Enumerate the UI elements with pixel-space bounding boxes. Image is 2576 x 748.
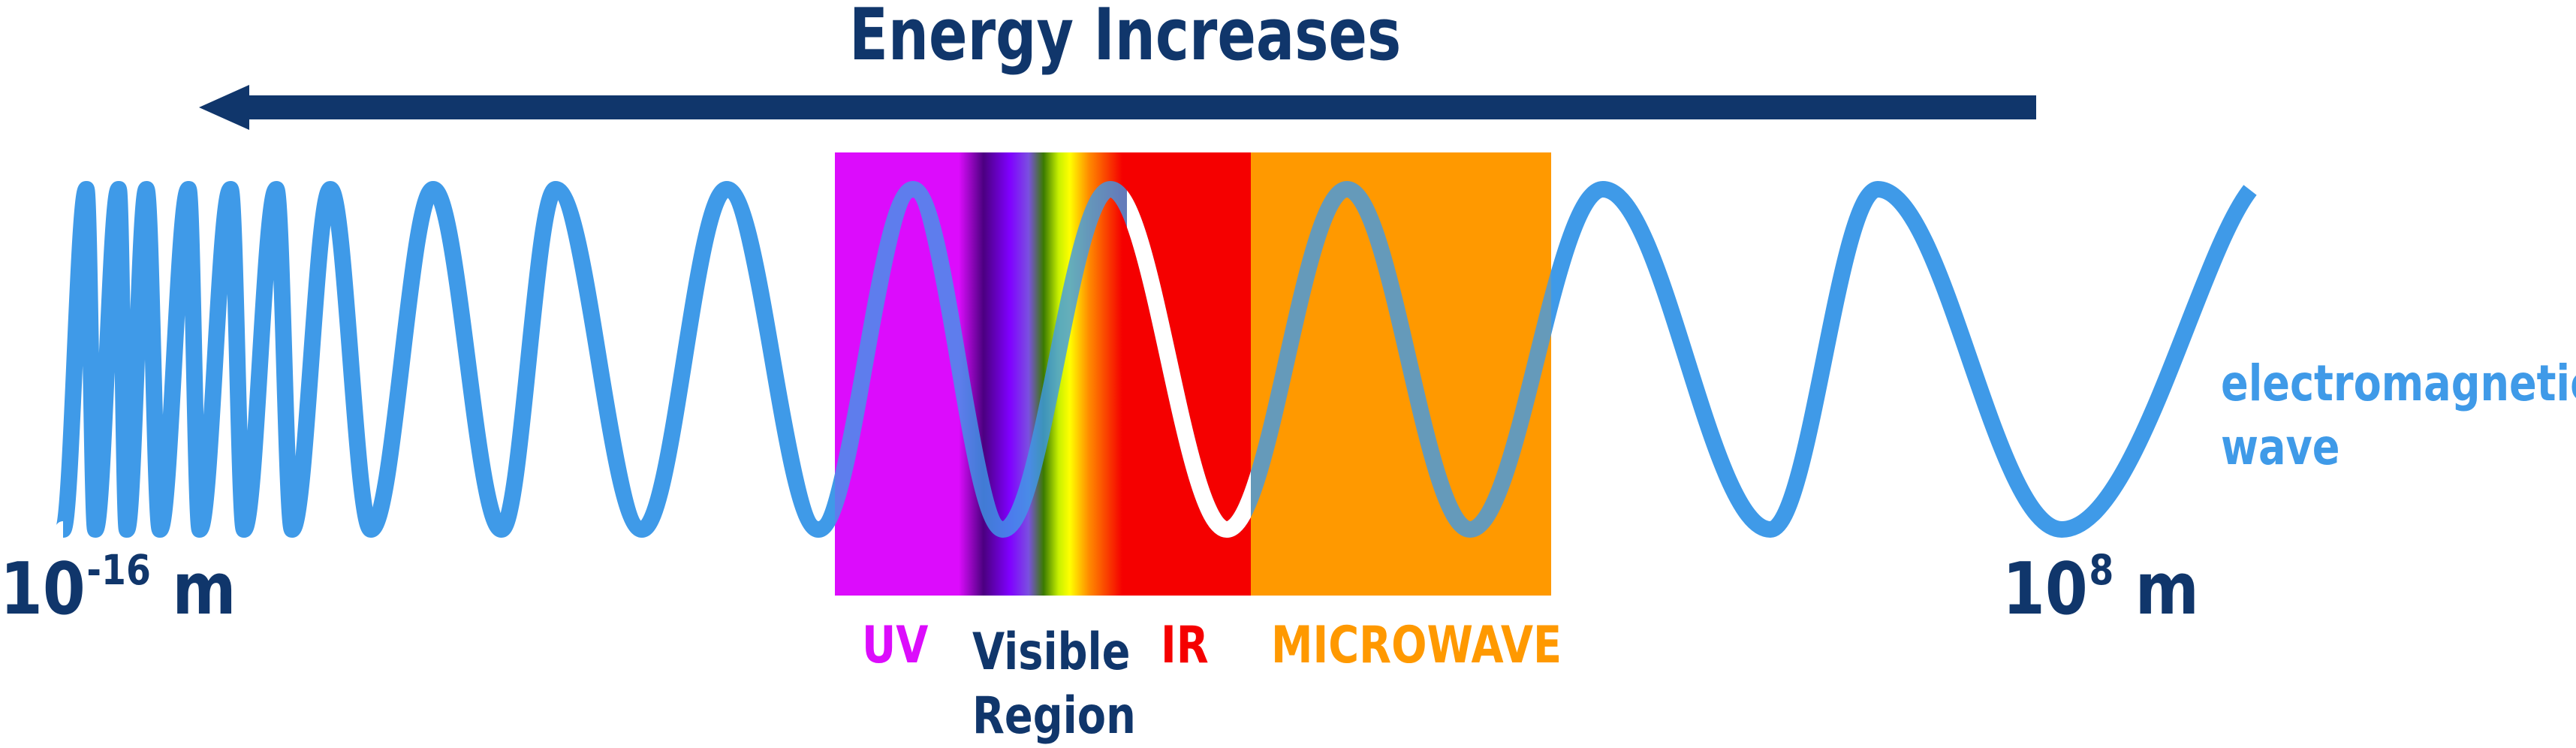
- max-wavelength-label: 108 m: [2002, 550, 2199, 626]
- scale-left-base: 10: [0, 548, 86, 631]
- band-label-microwave: MICROWAVE: [1271, 616, 1562, 675]
- energy-increases-title: Energy Increases: [849, 0, 1402, 77]
- band-label-ir: IR: [1161, 616, 1209, 675]
- scale-right-exponent: 8: [2089, 546, 2114, 594]
- electromagnetic-wave-over-spectrum: [835, 181, 1551, 538]
- scale-right-unit: m: [2135, 548, 2199, 631]
- band-label-visible-line2: Region: [972, 686, 1136, 746]
- energy-arrow: [199, 85, 2036, 130]
- band-label-visible: Visible Region: [972, 620, 1136, 748]
- wave-label-line1: electromagnetic: [2221, 354, 2576, 412]
- scale-left-exponent: -16: [86, 546, 151, 594]
- microwave-band: [1251, 152, 1551, 596]
- wave-label: electromagnetic wave: [2221, 351, 2576, 479]
- wave-label-line2: wave: [2221, 418, 2340, 476]
- band-label-visible-line1: Visible: [972, 623, 1131, 682]
- uv-visible-ir-band: [835, 152, 1252, 596]
- band-label-uv: UV: [862, 616, 929, 675]
- min-wavelength-label: 10-16 m: [0, 550, 236, 626]
- scale-left-unit: m: [172, 548, 237, 631]
- scale-right-base: 10: [2002, 548, 2088, 631]
